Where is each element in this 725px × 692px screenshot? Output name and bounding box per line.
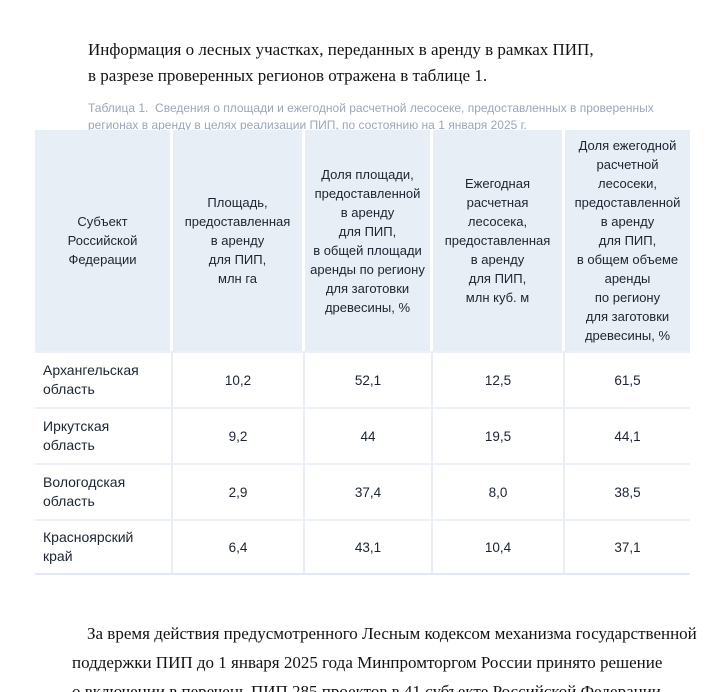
value-cell: 9,2 [173, 407, 305, 463]
table-caption: Таблица 1. Сведения о площади и ежегодно… [88, 101, 654, 132]
forest-lease-table: Субъект Российской Федерации Площадь, пр… [35, 130, 690, 575]
column-header-leased-area: Площадь, предоставленная в аренду для ПИ… [173, 130, 305, 351]
table-row: Архангельская область 10,2 52,1 12,5 61,… [35, 351, 690, 407]
value-cell: 43,1 [305, 519, 433, 575]
value-cell: 19,5 [433, 407, 565, 463]
value-cell: 37,4 [305, 463, 433, 519]
value-cell: 61,5 [565, 351, 690, 407]
value-cell: 37,1 [565, 519, 690, 575]
value-cell: 12,5 [433, 351, 565, 407]
value-cell: 44 [305, 407, 433, 463]
column-header-subject: Субъект Российской Федерации [35, 130, 173, 351]
value-cell: 6,4 [173, 519, 305, 575]
region-cell: Иркутская область [35, 407, 173, 463]
column-header-annual-cut: Ежегодная расчетная лесосека, предоставл… [433, 130, 565, 351]
table-row: Вологодская область 2,9 37,4 8,0 38,5 [35, 463, 690, 519]
value-cell: 2,9 [173, 463, 305, 519]
value-cell: 44,1 [565, 407, 690, 463]
table-row: Иркутская область 9,2 44 19,5 44,1 [35, 407, 690, 463]
footer-paragraph: За время действия предусмотренного Лесны… [72, 624, 697, 692]
column-header-cut-share: Доля ежегодной расчетной лесосеки, предо… [565, 130, 690, 351]
region-cell: Красноярский край [35, 519, 173, 575]
region-cell: Вологодская область [35, 463, 173, 519]
intro-paragraph: Информация о лесных участках, переданных… [88, 40, 594, 85]
table-container: Субъект Российской Федерации Площадь, пр… [35, 130, 690, 575]
value-cell: 10,4 [433, 519, 565, 575]
column-header-area-share: Доля площади, предоставленной в аренду д… [305, 130, 433, 351]
header-row: Субъект Российской Федерации Площадь, пр… [35, 130, 690, 351]
table-row: Красноярский край 6,4 43,1 10,4 37,1 [35, 519, 690, 575]
value-cell: 8,0 [433, 463, 565, 519]
value-cell: 38,5 [565, 463, 690, 519]
value-cell: 10,2 [173, 351, 305, 407]
region-cell: Архангельская область [35, 351, 173, 407]
value-cell: 52,1 [305, 351, 433, 407]
